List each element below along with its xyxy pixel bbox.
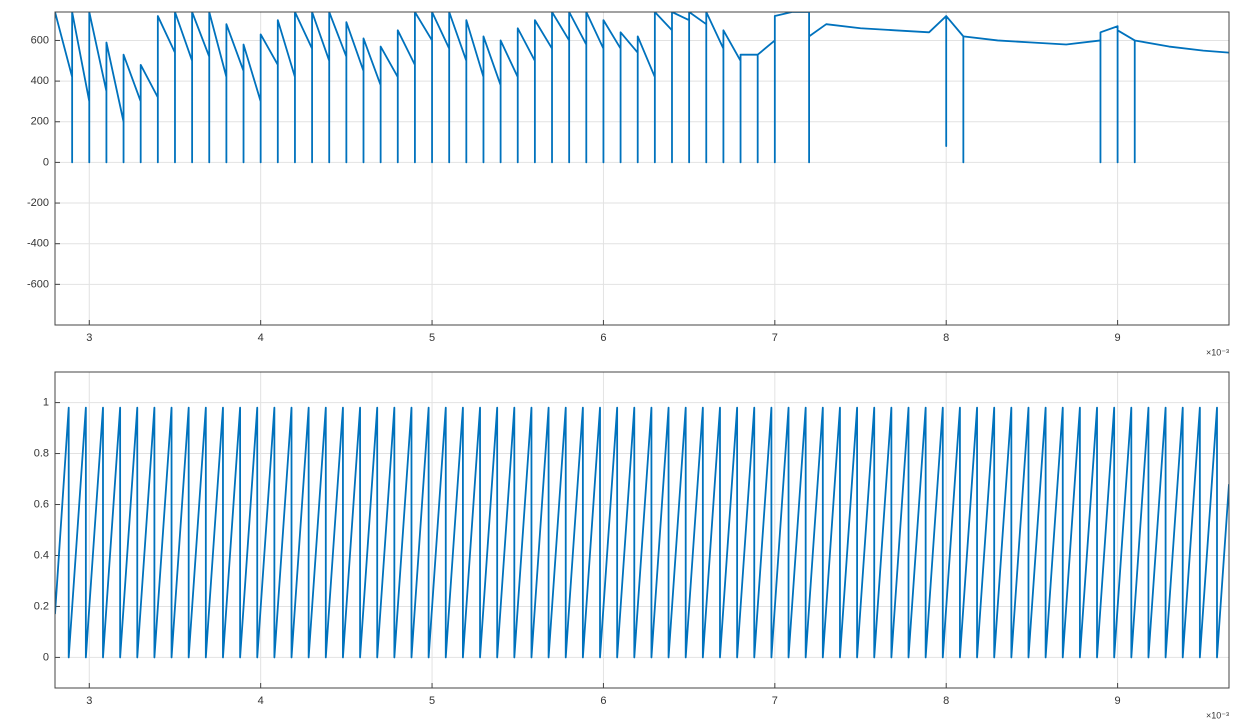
y-tick-label: 0 — [43, 651, 49, 663]
y-tick-label: 0.2 — [34, 600, 49, 612]
x-tick-label: 7 — [772, 332, 778, 344]
y-tick-label: 0.4 — [34, 549, 49, 561]
x-exponent: ×10⁻³ — [1206, 710, 1229, 720]
x-exponent: ×10⁻³ — [1206, 347, 1229, 357]
y-tick-label: 0.6 — [34, 498, 49, 510]
y-tick-label: 400 — [31, 75, 49, 87]
plot-area — [55, 372, 1229, 688]
y-tick-label: -400 — [27, 238, 49, 250]
x-tick-label: 5 — [429, 695, 435, 707]
y-tick-label: 600 — [31, 34, 49, 46]
x-tick-label: 4 — [258, 332, 264, 344]
y-tick-label: 200 — [31, 116, 49, 128]
x-tick-label: 5 — [429, 332, 435, 344]
data-line — [55, 12, 1229, 164]
x-tick-label: 3 — [86, 332, 92, 344]
y-tick-label: 0.8 — [34, 447, 49, 459]
data-line — [55, 406, 1229, 659]
x-tick-label: 8 — [943, 332, 949, 344]
plot-area — [55, 12, 1229, 325]
y-tick-label: 1 — [43, 396, 49, 408]
x-tick-label: 7 — [772, 695, 778, 707]
x-tick-label: 6 — [600, 332, 606, 344]
y-tick-label: 0 — [43, 156, 49, 168]
x-tick-label: 6 — [600, 695, 606, 707]
y-tick-label: -200 — [27, 197, 49, 209]
x-tick-label: 4 — [258, 695, 264, 707]
x-tick-label: 8 — [943, 695, 949, 707]
x-tick-label: 9 — [1115, 332, 1121, 344]
axes-frame — [54, 371, 1230, 689]
y-tick-label: -600 — [27, 278, 49, 290]
x-tick-label: 3 — [86, 695, 92, 707]
x-tick-label: 9 — [1115, 695, 1121, 707]
axes-frame — [54, 11, 1230, 326]
